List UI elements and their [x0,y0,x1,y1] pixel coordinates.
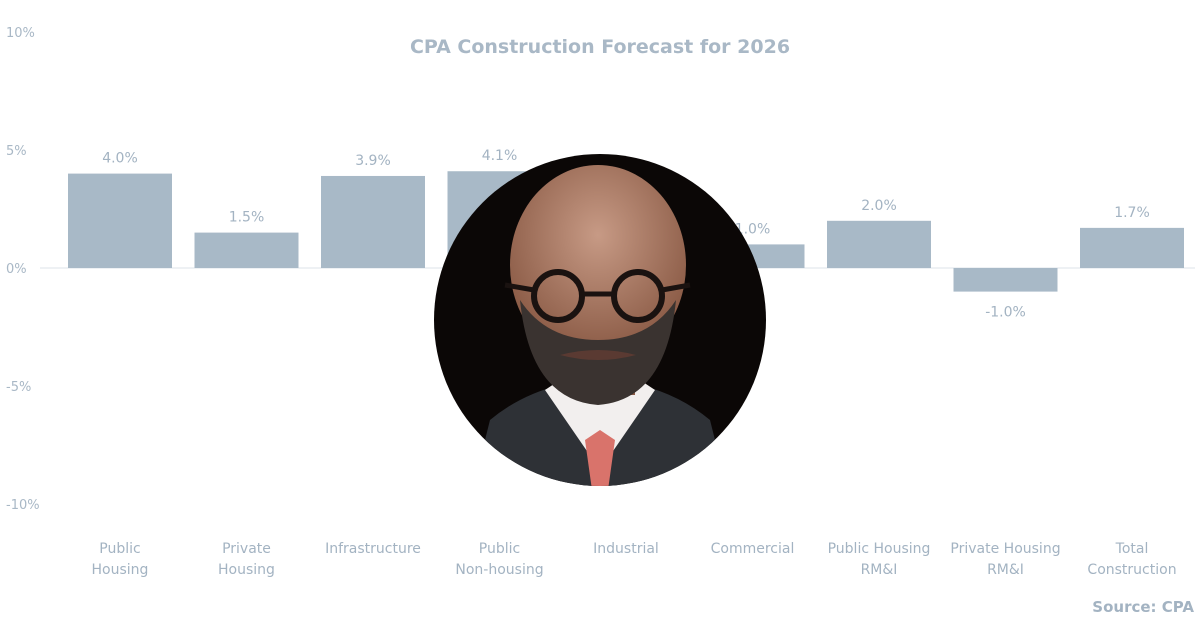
portrait-photo [434,154,766,486]
bar [321,175,425,268]
x-tick-label: Non-housing [455,562,543,578]
source-note: Source: CPA [1092,598,1194,616]
data-label: 4.1% [482,148,518,164]
x-tick-label: Public [479,541,520,557]
bar [1080,227,1184,268]
x-tick-label: RM&I [861,562,898,578]
x-tick-label: Housing [92,562,149,578]
data-label: 1.5% [229,210,265,226]
x-tick-label: Total [1115,541,1149,557]
x-tick-label: Private Housing [950,541,1060,557]
y-tick-label: 10% [6,26,35,41]
x-tick-label: Private [222,541,271,557]
data-label: 3.9% [355,153,391,169]
x-tick-label: Public [99,541,140,557]
y-tick-label: 0% [6,262,27,277]
bar [953,268,1058,292]
data-label: 1.0% [735,221,771,237]
x-tick-label: Construction [1087,562,1176,578]
y-tick-label: -10% [6,498,40,513]
y-tick-label: -5% [6,380,31,395]
chart-title: CPA Construction Forecast for 2026 [410,36,790,58]
x-tick-label: Commercial [711,541,795,557]
x-tick-label: Public Housing [828,541,931,557]
x-tick-label: RM&I [987,562,1024,578]
x-tick-label: Industrial [593,541,659,557]
y-tick-label: 5% [6,144,27,159]
x-tick-label: Housing [218,562,275,578]
data-label: -1.0% [985,305,1026,321]
x-tick-label: Infrastructure [325,541,421,557]
data-label: 4.0% [102,151,138,167]
data-label: 1.7% [1114,205,1150,221]
bar [68,173,172,268]
data-label: 2.0% [861,198,897,214]
bar [194,232,299,268]
bar [827,220,931,268]
